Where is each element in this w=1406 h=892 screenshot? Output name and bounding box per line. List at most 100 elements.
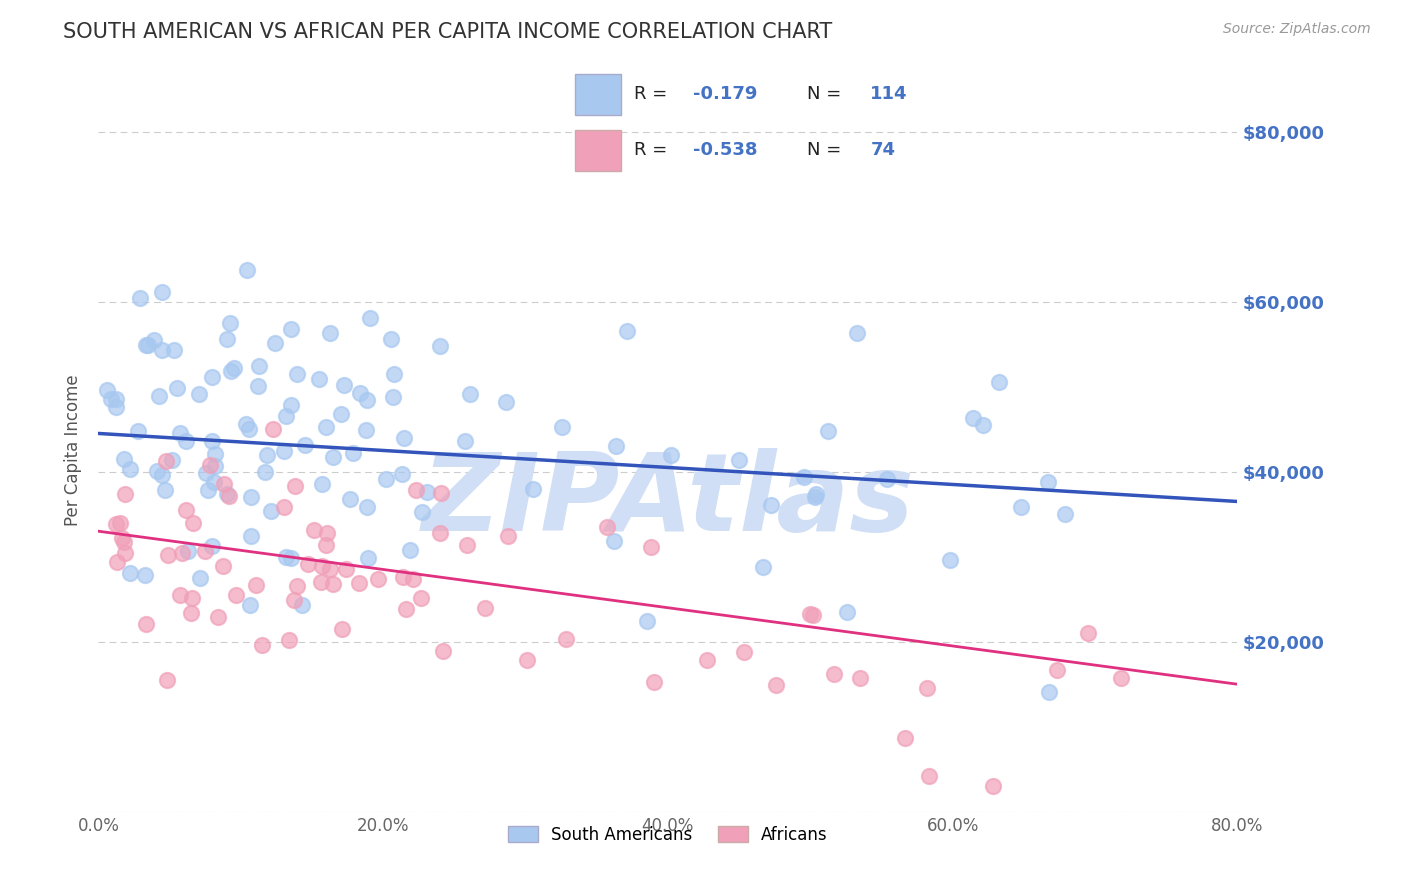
Point	[247, 359, 270, 374]
Text: -0.179: -0.179	[693, 86, 758, 103]
Point	[280, 398, 302, 412]
Point	[215, 332, 238, 346]
Point	[330, 622, 353, 636]
Point	[170, 546, 193, 560]
Point	[200, 458, 222, 472]
Point	[129, 291, 152, 305]
Point	[273, 444, 295, 458]
Point	[219, 316, 242, 330]
Point	[415, 484, 437, 499]
Point	[793, 470, 815, 484]
Point	[163, 343, 186, 358]
Point	[551, 420, 574, 434]
Point	[215, 487, 238, 501]
Text: SOUTH AMERICAN VS AFRICAN PER CAPITA INCOME CORRELATION CHART: SOUTH AMERICAN VS AFRICAN PER CAPITA INC…	[63, 22, 832, 42]
Point	[302, 524, 325, 538]
Point	[202, 475, 225, 490]
Text: R =: R =	[634, 86, 673, 103]
Point	[474, 600, 496, 615]
Point	[659, 448, 682, 462]
Point	[105, 555, 128, 569]
Point	[181, 516, 204, 530]
Point	[382, 367, 405, 381]
Point	[918, 769, 941, 783]
Point	[309, 574, 332, 589]
Point	[280, 551, 302, 566]
Point	[283, 593, 305, 607]
Point	[285, 367, 308, 381]
Point	[411, 505, 433, 519]
Point	[174, 434, 197, 448]
Point	[197, 483, 219, 497]
Point	[194, 544, 217, 558]
Point	[1010, 500, 1032, 514]
Point	[392, 570, 415, 584]
Point	[395, 602, 418, 616]
Point	[429, 339, 451, 353]
Point	[804, 490, 827, 504]
Text: N =: N =	[807, 86, 846, 103]
Point	[643, 675, 665, 690]
Point	[398, 543, 420, 558]
Point	[156, 673, 179, 688]
Point	[176, 544, 198, 558]
Point	[308, 372, 330, 386]
Point	[201, 434, 224, 448]
Point	[1046, 663, 1069, 677]
Y-axis label: Per Capita Income: Per Capita Income	[65, 375, 83, 526]
Point	[120, 566, 142, 580]
Point	[733, 645, 755, 659]
Point	[294, 438, 316, 452]
Point	[349, 386, 371, 401]
Point	[823, 666, 845, 681]
Point	[728, 453, 751, 467]
Point	[291, 598, 314, 612]
Point	[169, 588, 191, 602]
Point	[382, 390, 405, 404]
Point	[696, 653, 718, 667]
Point	[278, 632, 301, 647]
Point	[765, 677, 787, 691]
Point	[430, 485, 453, 500]
Point	[342, 446, 364, 460]
Point	[817, 424, 839, 438]
Point	[409, 591, 432, 606]
Point	[188, 387, 211, 401]
Point	[394, 431, 416, 445]
Point	[1053, 507, 1076, 521]
Point	[114, 486, 136, 500]
Point	[636, 614, 658, 628]
Point	[876, 472, 898, 486]
Point	[495, 395, 517, 409]
Point	[915, 681, 938, 695]
Point	[318, 562, 340, 576]
Text: ZIPAtlas: ZIPAtlas	[422, 448, 914, 554]
Point	[180, 591, 202, 606]
Point	[246, 379, 269, 393]
Point	[240, 529, 263, 543]
Point	[516, 653, 538, 667]
Point	[801, 607, 824, 622]
Point	[454, 434, 477, 448]
Legend: South Americans, Africans: South Americans, Africans	[502, 819, 834, 850]
Point	[252, 638, 274, 652]
Point	[316, 526, 339, 541]
Text: 114: 114	[870, 86, 908, 103]
Point	[315, 538, 337, 552]
Point	[347, 576, 370, 591]
Point	[616, 324, 638, 338]
Point	[357, 551, 380, 566]
Point	[356, 500, 378, 514]
Point	[315, 419, 337, 434]
Point	[143, 334, 166, 348]
Point	[157, 549, 180, 563]
Point	[112, 535, 135, 549]
Point	[456, 538, 478, 552]
Point	[135, 338, 157, 352]
Point	[260, 504, 283, 518]
Point	[239, 598, 262, 612]
Point	[603, 533, 626, 548]
Point	[335, 562, 357, 576]
Point	[1077, 625, 1099, 640]
Point	[224, 361, 246, 376]
